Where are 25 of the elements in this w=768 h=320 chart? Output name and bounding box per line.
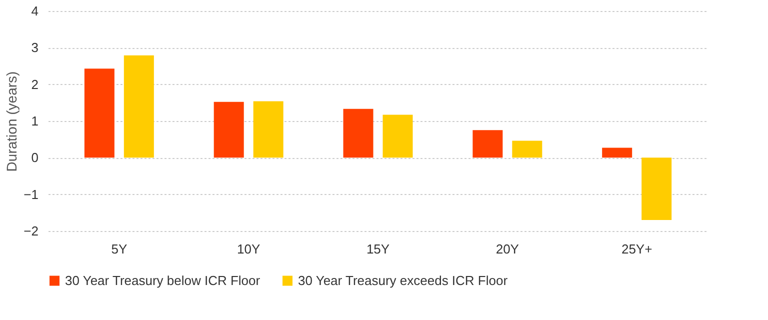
bar [84, 68, 114, 158]
legend-label: 30 Year Treasury exceeds ICR Floor [298, 272, 508, 288]
x-tick-label: 5Y [111, 242, 128, 256]
y-tick-label: 2 [31, 76, 38, 92]
bar [642, 158, 672, 220]
y-tick-label: −1 [24, 186, 38, 202]
y-tick-label: 3 [31, 40, 38, 56]
y-tick-label: 0 [31, 150, 38, 166]
bar [472, 130, 503, 158]
y-tick-label: 4 [31, 4, 38, 18]
y-tick-label: 1 [31, 114, 38, 128]
bar [382, 114, 413, 158]
x-tick-label: 20Y [496, 242, 520, 256]
x-tick-label: 15Y [366, 242, 390, 256]
bar [512, 140, 542, 158]
bar [253, 101, 284, 158]
x-tick-label: 10Y [237, 242, 260, 256]
y-axis-title: Duration (years) [4, 71, 20, 172]
bar [214, 102, 244, 158]
legend-label: 30 Year Treasury below ICR Floor [65, 272, 261, 288]
y-tick-label: −2 [24, 224, 38, 238]
x-tick-label: 25Y+ [621, 242, 652, 256]
bar [602, 148, 632, 158]
bar [124, 55, 154, 158]
bar [343, 108, 374, 158]
